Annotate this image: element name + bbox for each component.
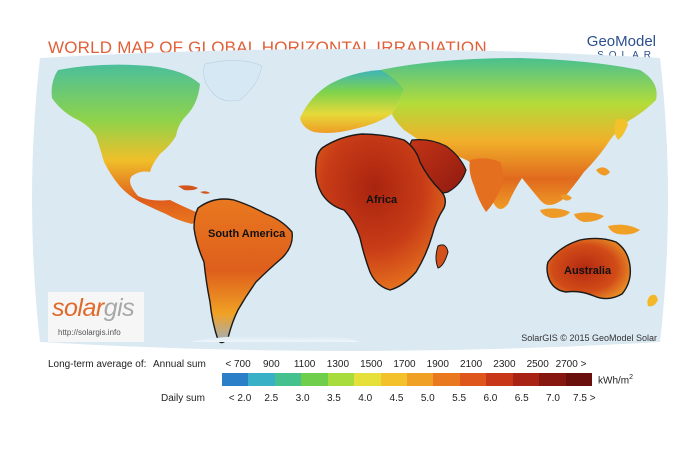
geomodel-logo: GeoModel SOLAR — [587, 34, 656, 62]
logo-part-solar: solar — [52, 294, 104, 322]
legend-daily-tick: 4.0 — [358, 393, 373, 404]
new-guinea-island — [608, 224, 640, 235]
legend-annual-label: Annual sum — [153, 359, 206, 370]
legend-swatch — [459, 373, 487, 386]
legend-daily-tick: 7.5 > — [573, 393, 596, 404]
legend-unit: kWh/m2 — [598, 374, 633, 386]
legend-annual-tick: < 700 — [225, 359, 251, 370]
legend-swatch — [274, 373, 302, 386]
solargis-url[interactable]: http://solargis.info — [58, 328, 121, 337]
legend-annual-tick: 1500 — [360, 359, 383, 370]
label-africa: Africa — [366, 194, 398, 206]
logo-part-gis: gis — [103, 294, 135, 322]
brand-subname: SOLAR — [597, 50, 656, 61]
legend-daily-tick: 7.0 — [546, 393, 560, 404]
solargis-logo[interactable]: solargis http://solargis.info — [48, 292, 144, 342]
legend-annual-tick: 2100 — [459, 359, 483, 370]
legend-annual-tick: 900 — [262, 359, 280, 370]
legend-swatch — [222, 373, 249, 386]
legend-caption: Long-term average of: — [48, 359, 147, 370]
legend-daily-tick: 6.5 — [514, 393, 529, 404]
label-australia: Australia — [564, 265, 612, 277]
north-america-landmass — [51, 64, 200, 225]
africa-landmass — [314, 133, 447, 291]
legend-swatch — [327, 373, 355, 386]
legend-swatch — [380, 373, 408, 386]
copyright-credit: SolarGIS © 2015 GeoModel Solar — [521, 333, 657, 343]
legend-daily-tick: < 2.0 — [228, 393, 252, 404]
legend-swatch — [407, 373, 434, 386]
legend-annual-tick: 2500 — [526, 359, 549, 370]
legend-swatch — [354, 373, 382, 386]
legend-swatch — [565, 373, 593, 386]
legend-daily-tick: 5.5 — [452, 393, 467, 404]
brand-name: GeoModel — [586, 33, 656, 50]
legend-swatch — [248, 373, 276, 386]
legend-daily-tick: 4.5 — [389, 393, 404, 404]
legend-swatch — [433, 373, 461, 386]
legend-daily-tick: 6.0 — [483, 393, 498, 404]
greenland-landmass — [203, 60, 263, 102]
asia-landmass — [380, 58, 657, 209]
legend-annual-tick: 1300 — [326, 359, 350, 370]
new-zealand-islands — [647, 294, 658, 307]
legend-annual-tick: 1700 — [393, 359, 416, 370]
legend-annual-tick: 2300 — [493, 359, 516, 370]
legend-swatch — [486, 373, 514, 386]
legend-daily-tick: 3.0 — [295, 393, 310, 404]
madagascar-island — [435, 244, 449, 269]
japan-islands — [614, 118, 628, 140]
antarctica-landmass — [190, 335, 360, 342]
unit-text: kWh/m — [598, 375, 630, 387]
solargis-wordmark: solargis — [52, 294, 135, 323]
australia-landmass — [546, 237, 632, 300]
southeast-asia-islands — [540, 167, 610, 222]
legend-daily-tick: 3.5 — [326, 393, 341, 404]
legend-annual-tick: 2700 > — [555, 359, 587, 370]
legend-swatch — [301, 373, 329, 386]
europe-landmass — [300, 70, 404, 133]
legend-swatch — [539, 373, 567, 386]
legend-annual-tick: 1100 — [293, 359, 316, 370]
south-america-landmass — [193, 198, 293, 344]
caribbean-islands — [178, 185, 210, 194]
label-south-america: South America — [208, 228, 286, 240]
legend-annual-tick: 1900 — [426, 359, 449, 370]
legend-daily-tick: 2.5 — [264, 393, 279, 404]
unit-exponent: 2 — [629, 374, 634, 381]
legend-daily-tick: 5.0 — [420, 393, 435, 404]
indian-subcontinent — [469, 158, 503, 212]
legend-daily-label: Daily sum — [161, 393, 205, 404]
legend-swatch — [512, 373, 540, 386]
